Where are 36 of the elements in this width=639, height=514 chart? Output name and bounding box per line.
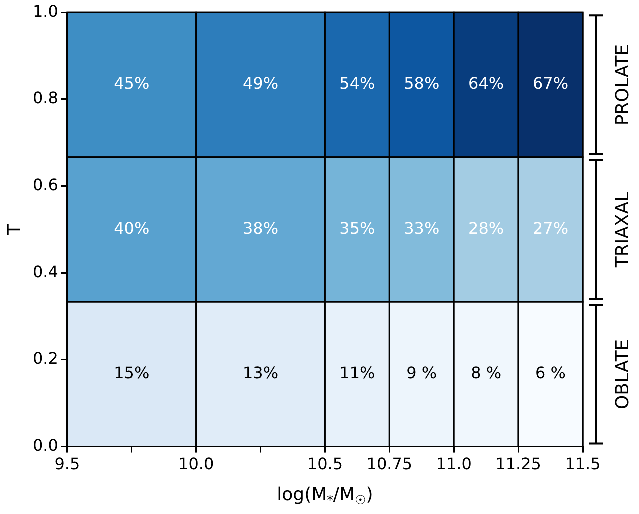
y-tick-label: 0.0 [32,436,58,455]
data-label: 45% [114,74,150,94]
y-tick-label: 0.6 [32,175,58,194]
y-tick-label: 0.4 [32,262,58,282]
y-tick-label: 0.2 [32,349,58,368]
text: OBLATE [612,339,634,410]
x-tick-label: 11.0 [436,454,472,474]
x-tick-label: 10.0 [178,454,214,474]
x-tick-label: 10.75 [366,454,413,474]
data-label: 38% [242,218,279,238]
y-tick-label: 1.0 [32,2,58,21]
x-tick-label: 11.5 [565,454,601,474]
data-label: 49% [242,74,279,94]
x-axis-title: log(M*/M☉) [277,484,374,508]
data-label: 54% [340,74,376,94]
data-label: 28% [468,218,504,238]
text: PROLATE [612,44,634,126]
x-tick-label: 11.25 [496,454,542,474]
y-tick-label: 0.8 [32,88,58,108]
x-tick-label: 10.5 [307,454,344,474]
data-label: 58% [404,74,440,94]
data-label: 35% [340,218,376,238]
data-label: 27% [532,218,569,238]
data-label: 9 % [406,364,438,383]
data-label: 11% [340,364,376,383]
data-label: 13% [242,364,279,383]
data-label: 64% [468,74,504,94]
x-tick-label: 9.5 [54,454,80,474]
text: TRIAXAL [612,192,634,269]
data-label: 15% [114,364,150,383]
y-axis-title: T [4,223,26,236]
data-label: 67% [532,74,569,94]
data-label: 8 % [471,364,502,383]
data-label: 6 % [536,364,566,383]
data-label: 33% [404,218,440,238]
data-label: 40% [114,218,150,238]
